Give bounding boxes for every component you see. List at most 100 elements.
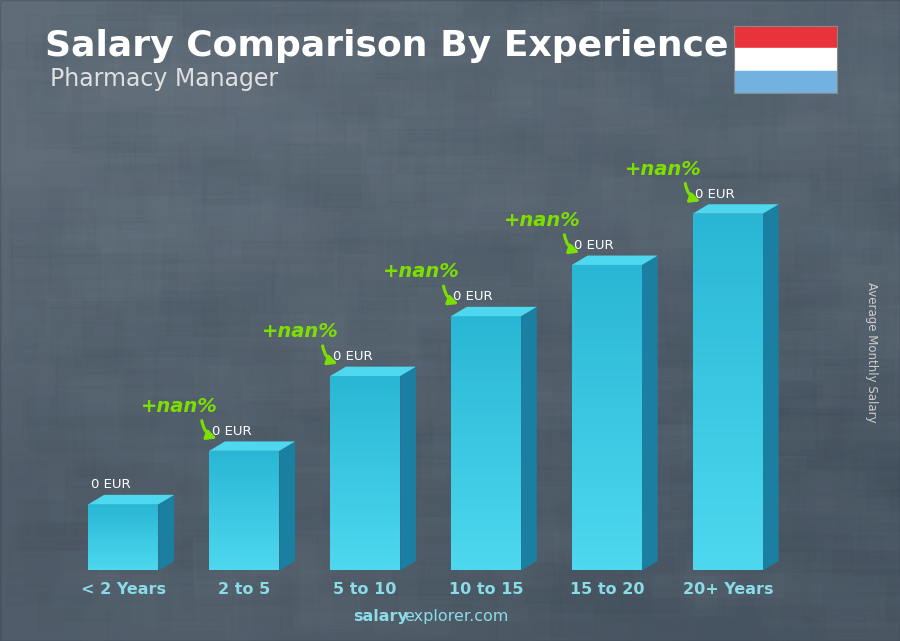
Bar xyxy=(716,385,735,423)
Bar xyxy=(155,263,220,320)
Bar xyxy=(778,115,900,140)
Bar xyxy=(338,0,441,31)
Bar xyxy=(766,569,878,585)
Bar xyxy=(98,163,206,224)
Bar xyxy=(665,143,778,201)
Bar xyxy=(726,486,785,516)
Bar xyxy=(39,304,65,355)
Bar xyxy=(26,246,50,294)
Bar xyxy=(194,354,216,399)
Bar xyxy=(805,305,875,349)
Bar xyxy=(733,123,779,183)
Bar xyxy=(319,534,363,574)
Bar xyxy=(579,318,670,371)
Bar xyxy=(608,397,648,448)
Bar xyxy=(11,246,100,308)
Bar xyxy=(38,595,171,629)
Bar xyxy=(254,33,284,81)
Bar xyxy=(341,213,401,253)
Bar xyxy=(144,590,250,626)
Bar xyxy=(562,553,617,601)
Bar xyxy=(285,305,338,331)
Bar xyxy=(369,117,477,141)
Bar xyxy=(862,18,900,74)
Bar xyxy=(330,522,400,527)
Bar xyxy=(888,0,900,22)
Bar xyxy=(210,544,279,547)
Bar xyxy=(375,469,408,499)
Bar xyxy=(130,150,165,196)
Bar xyxy=(693,463,763,472)
Bar xyxy=(407,62,535,92)
Bar xyxy=(754,221,840,247)
Bar xyxy=(294,353,371,414)
Bar xyxy=(428,563,560,612)
Bar xyxy=(464,456,580,469)
Bar xyxy=(41,385,173,415)
Bar xyxy=(399,117,444,172)
Bar xyxy=(278,0,329,15)
Bar xyxy=(736,228,863,289)
Bar xyxy=(82,387,105,439)
Bar xyxy=(575,533,700,551)
Bar xyxy=(228,5,249,28)
Bar xyxy=(215,181,308,238)
Bar xyxy=(686,414,766,430)
Bar xyxy=(756,588,780,630)
Bar xyxy=(668,204,692,257)
Bar xyxy=(406,587,489,633)
Bar xyxy=(873,85,900,108)
Bar xyxy=(347,0,411,12)
Bar xyxy=(828,324,900,358)
Bar xyxy=(733,373,767,396)
Bar xyxy=(67,365,179,401)
Bar xyxy=(468,570,496,617)
Bar xyxy=(364,404,384,425)
Bar xyxy=(536,372,649,426)
Bar xyxy=(186,30,247,48)
Bar xyxy=(637,322,749,344)
Bar xyxy=(499,582,550,640)
Bar xyxy=(199,0,328,8)
Bar xyxy=(878,210,900,230)
Bar xyxy=(693,240,763,249)
Bar xyxy=(384,232,412,285)
Bar xyxy=(627,491,721,517)
Bar xyxy=(343,486,453,537)
Bar xyxy=(210,517,279,520)
Polygon shape xyxy=(451,307,536,316)
Bar xyxy=(782,18,800,62)
Bar xyxy=(879,483,900,521)
Bar xyxy=(860,116,900,171)
Bar xyxy=(765,468,860,505)
Bar xyxy=(656,424,744,448)
Bar xyxy=(874,10,900,34)
Bar xyxy=(455,65,502,100)
Bar xyxy=(142,166,253,195)
Bar xyxy=(49,487,71,519)
Bar xyxy=(385,467,476,515)
Bar xyxy=(293,613,400,628)
Bar xyxy=(404,338,452,370)
Bar xyxy=(815,56,850,106)
Bar xyxy=(215,11,269,33)
Bar xyxy=(147,460,205,481)
Bar xyxy=(568,294,664,338)
Bar xyxy=(372,21,405,79)
Bar xyxy=(389,78,505,117)
Bar xyxy=(193,451,240,467)
Polygon shape xyxy=(572,256,658,265)
Bar xyxy=(167,137,249,161)
Bar xyxy=(642,162,773,214)
Bar xyxy=(589,166,695,204)
Text: 0 EUR: 0 EUR xyxy=(574,239,614,252)
Bar xyxy=(292,104,326,151)
Bar xyxy=(273,0,364,21)
Bar xyxy=(317,317,343,359)
Bar xyxy=(572,280,642,288)
Bar xyxy=(349,103,472,126)
Bar xyxy=(837,319,877,347)
Bar xyxy=(662,462,696,508)
Bar xyxy=(693,222,763,231)
Bar xyxy=(291,479,351,495)
